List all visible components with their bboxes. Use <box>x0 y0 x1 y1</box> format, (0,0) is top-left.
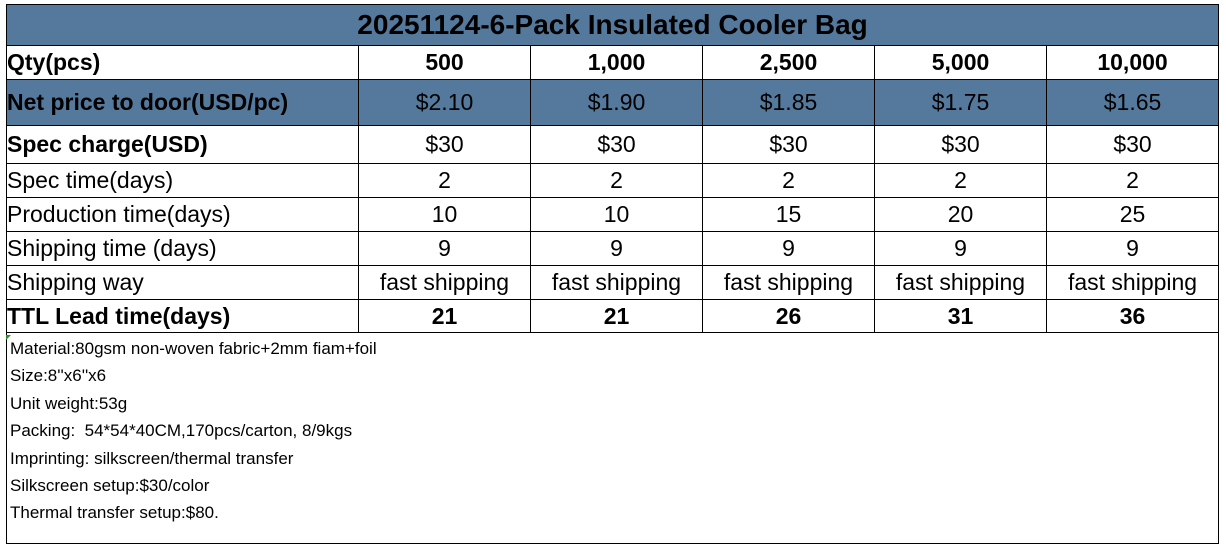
note-line: Packing: 54*54*40CM,170pcs/carton, 8/9kg… <box>10 421 353 441</box>
shipping-time-row: Shipping time (days) 9 9 9 9 9 <box>6 231 1220 266</box>
spec-charge-label[interactable]: Spec charge(USD) <box>6 125 359 164</box>
shipping-way-label[interactable]: Shipping way <box>6 265 359 300</box>
qty-cell[interactable]: 5,000 <box>874 45 1047 80</box>
qty-cell[interactable]: 10,000 <box>1045 45 1220 80</box>
shipping-time-cell[interactable]: 9 <box>702 231 875 266</box>
shipping-way-cell[interactable]: fast shipping <box>1045 265 1220 300</box>
title-row: 20251124-6-Pack Insulated Cooler Bag <box>5 4 1220 46</box>
shipping-way-cell[interactable]: fast shipping <box>530 265 703 300</box>
spec-time-cell[interactable]: 2 <box>530 163 703 198</box>
production-time-cell[interactable]: 15 <box>702 197 875 232</box>
spec-charge-cell[interactable]: $30 <box>530 125 703 164</box>
notes-cell[interactable]: Material:80gsm non-woven fabric+2mm fiam… <box>5 332 1220 544</box>
lead-time-cell[interactable]: 26 <box>702 299 875 333</box>
spec-time-row: Spec time(days) 2 2 2 2 2 <box>6 163 1220 198</box>
spec-charge-cell[interactable]: $30 <box>358 125 531 164</box>
lead-time-cell[interactable]: 31 <box>874 299 1047 333</box>
price-cell[interactable]: $1.65 <box>1045 79 1220 126</box>
spec-charge-cell[interactable]: $30 <box>1045 125 1220 164</box>
lead-time-cell[interactable]: 36 <box>1045 299 1220 333</box>
lead-time-cell[interactable]: 21 <box>358 299 531 333</box>
note-line: Material:80gsm non-woven fabric+2mm fiam… <box>10 339 377 358</box>
shipping-time-cell[interactable]: 9 <box>358 231 531 266</box>
spec-time-label[interactable]: Spec time(days) <box>6 163 359 198</box>
production-time-label[interactable]: Production time(days) <box>6 197 359 232</box>
cell-error-marker-icon <box>6 335 11 340</box>
notes-row: Material:80gsm non-woven fabric+2mm fiam… <box>5 332 1220 544</box>
production-time-cell[interactable]: 25 <box>1045 197 1220 232</box>
price-cell[interactable]: $1.85 <box>702 79 875 126</box>
shipping-time-cell[interactable]: 9 <box>874 231 1047 266</box>
lead-time-row: TTL Lead time(days) 21 21 26 31 36 <box>6 299 1220 333</box>
spec-time-cell[interactable]: 2 <box>1045 163 1220 198</box>
spec-time-cell[interactable]: 2 <box>358 163 531 198</box>
spec-time-cell[interactable]: 2 <box>702 163 875 198</box>
price-cell[interactable]: $1.75 <box>874 79 1047 126</box>
spec-time-cell[interactable]: 2 <box>874 163 1047 198</box>
note-line: Imprinting: silkscreen/thermal transfer <box>10 448 294 468</box>
production-time-row: Production time(days) 10 10 15 20 25 <box>6 197 1220 232</box>
shipping-way-cell[interactable]: fast shipping <box>874 265 1047 300</box>
quotation-table: 20251124-6-Pack Insulated Cooler Bag Qty… <box>5 4 1220 544</box>
price-cell[interactable]: $2.10 <box>358 79 531 126</box>
shipping-time-label[interactable]: Shipping time (days) <box>6 231 359 266</box>
lead-time-label[interactable]: TTL Lead time(days) <box>6 299 359 333</box>
lead-time-cell[interactable]: 21 <box>530 299 703 333</box>
qty-label[interactable]: Qty(pcs) <box>6 45 359 80</box>
price-cell[interactable]: $1.90 <box>530 79 703 126</box>
price-row: Net price to door(USD/pc) $2.10 $1.90 $1… <box>6 79 1220 126</box>
sheet-title[interactable]: 20251124-6-Pack Insulated Cooler Bag <box>5 4 1220 46</box>
note-line: Size:8''x6''x6 <box>10 366 107 386</box>
qty-cell[interactable]: 500 <box>358 45 531 80</box>
production-time-cell[interactable]: 10 <box>530 197 703 232</box>
qty-row: Qty(pcs) 500 1,000 2,500 5,000 10,000 <box>6 45 1220 80</box>
shipping-way-row: Shipping way fast shipping fast shipping… <box>6 265 1220 300</box>
notes-block: Material:80gsm non-woven fabric+2mm fiam… <box>8 334 1218 527</box>
qty-cell[interactable]: 2,500 <box>702 45 875 80</box>
shipping-time-cell[interactable]: 9 <box>530 231 703 266</box>
note-line: Unit weight:53g <box>10 393 128 413</box>
production-time-cell[interactable]: 10 <box>358 197 531 232</box>
spec-charge-cell[interactable]: $30 <box>702 125 875 164</box>
note-line: Silkscreen setup:$30/color <box>10 476 210 496</box>
note-line: Thermal transfer setup:$80. <box>10 503 219 523</box>
shipping-way-cell[interactable]: fast shipping <box>702 265 875 300</box>
production-time-cell[interactable]: 20 <box>874 197 1047 232</box>
spec-charge-cell[interactable]: $30 <box>874 125 1047 164</box>
price-label[interactable]: Net price to door(USD/pc) <box>6 79 359 126</box>
shipping-time-cell[interactable]: 9 <box>1045 231 1220 266</box>
spec-charge-row: Spec charge(USD) $30 $30 $30 $30 $30 <box>6 125 1220 164</box>
qty-cell[interactable]: 1,000 <box>530 45 703 80</box>
shipping-way-cell[interactable]: fast shipping <box>358 265 531 300</box>
